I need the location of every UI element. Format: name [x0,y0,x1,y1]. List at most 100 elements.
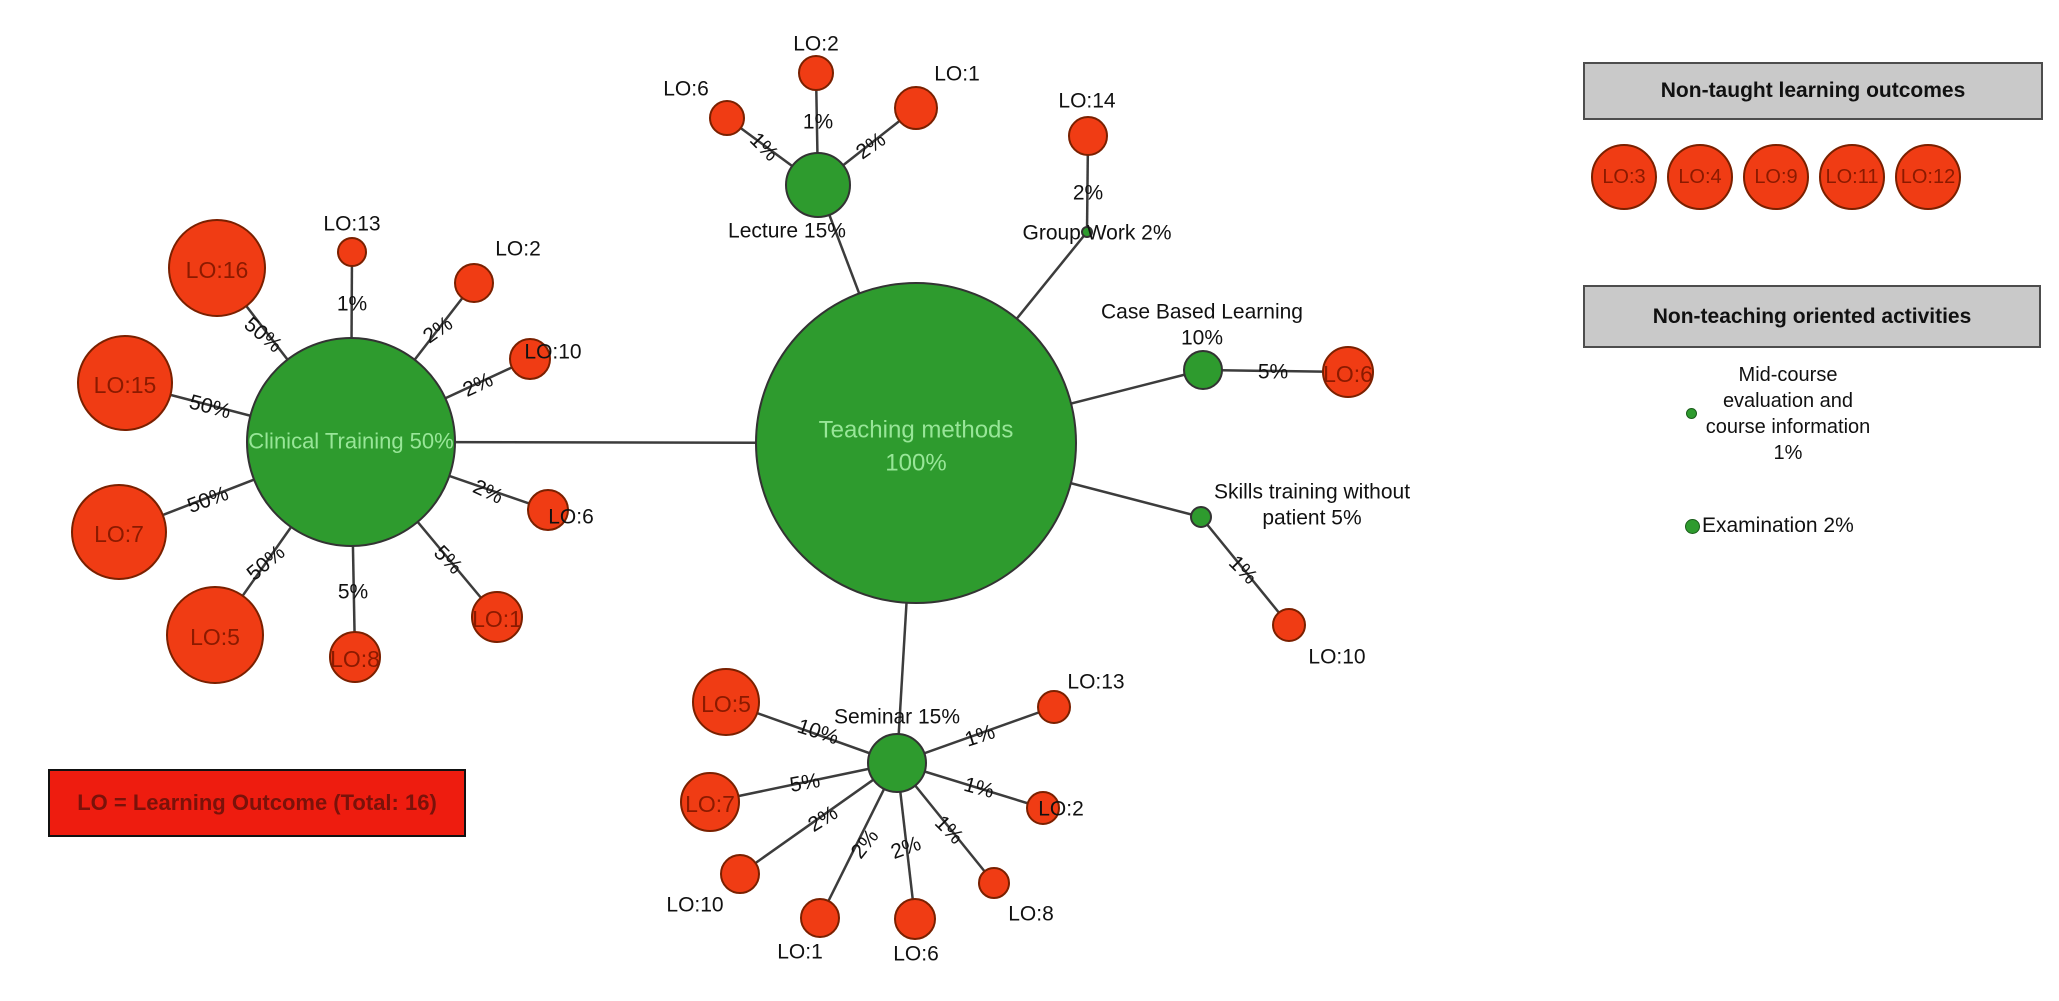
node-l2 [798,55,834,91]
examination-item: Examination 2% [1685,514,1854,538]
legend-non-taught-header: Non-taught learning outcomes [1660,79,1966,102]
node-l1 [894,86,938,130]
method-label-Group-Work-2-: Group Work 2% [1023,222,1172,245]
legend-non-taught-outcomes: LO:3 LO:4 LO:9 LO:11 LO:12 [1591,144,1961,210]
node-cb6 [1322,346,1374,398]
mid-course-line: Mid-course [1738,364,1838,386]
pct-label-2-: 2% [459,368,496,402]
node-c5 [166,586,264,684]
pct-label-1-: 1% [962,720,998,751]
node-seminar [867,733,927,793]
lo-label-LO-13: LO:13 [1067,671,1124,694]
pct-label-50-: 50% [187,390,234,423]
node-label-s7: LO:7 [685,791,735,817]
node-label-c8: LO:8 [330,646,380,672]
lo-label-LO-10: LO:10 [1308,646,1365,669]
pct-label-1-: 1% [337,293,367,316]
node-label-s5: LO:5 [701,691,751,717]
pct-label-1-: 1% [745,128,783,166]
mid-course-line: course information [1705,416,1871,438]
lo-label-LO-2: LO:2 [793,33,839,56]
node-l6 [709,100,745,136]
node-label-c7: LO:7 [94,521,144,547]
pct-label-2-: 2% [888,832,924,864]
node-label-cb6: LO:6 [1323,361,1373,387]
pct-label-2-: 2% [847,825,884,863]
node-clinical [246,337,456,547]
node-sk10 [1272,608,1306,642]
lo-label-LO-6: LO:6 [663,78,709,101]
lo-label-LO-2: LO:2 [495,238,541,261]
node-c10 [509,338,551,380]
node-label-c1: LO:1 [472,606,522,632]
lo-label-LO-8: LO:8 [1008,903,1054,926]
method-label-Case-Based-Learning: Case Based Learning [1101,301,1303,324]
node-c16 [168,219,266,317]
mid-course-line: 1% [1773,442,1803,464]
lo-note-box: LO = Learning Outcome (Total: 16) [48,769,466,837]
legend-non-taught-box: Non-taught learning outcomes [1583,62,2043,120]
pct-label-2-: 2% [469,475,506,509]
legend-non-teaching-box: Non-teaching oriented activities [1583,285,2041,348]
lo-label-LO-14: LO:14 [1058,90,1116,113]
lo-label-LO-2: LO:2 [1038,798,1084,821]
node-c8 [329,631,381,683]
node-s1 [800,898,840,938]
lo-label-LO-6: LO:6 [548,506,594,529]
node-label-c5: LO:5 [190,624,240,650]
node-sk [1190,506,1212,528]
pct-label-5-: 5% [788,769,822,797]
mid-course-item: Mid-course evaluation and course informa… [1648,362,1928,466]
method-label-Seminar-15-: Seminar 15% [834,706,960,729]
lo-label-LO-13: LO:13 [323,213,380,236]
node-g14 [1068,116,1108,156]
node-c1 [471,591,523,643]
lo-label-LO-1: LO:1 [777,941,823,964]
legend-outcome-LO12: LO:12 [1895,144,1961,210]
node-s7 [680,772,740,832]
method-label-Lecture-15-: Lecture 15% [728,220,846,243]
method-label-patient-5-: patient 5% [1262,507,1361,530]
mid-course-dot-icon [1686,408,1697,419]
node-s5 [692,668,760,736]
node-gw [1081,226,1093,238]
edge-seminar-s10 [739,761,898,876]
node-c13 [337,237,367,267]
node-hub [755,282,1077,604]
legend-outcome-LO11: LO:11 [1819,144,1885,210]
examination-label: Examination 2% [1702,514,1854,537]
edge-seminar-s7 [709,761,898,804]
method-label-10-: 10% [1181,327,1223,350]
lo-label-LO-6: LO:6 [893,943,939,966]
node-s2 [1026,791,1060,825]
node-c15 [77,335,173,431]
node-label-c15: LO:15 [94,372,157,398]
node-c7 [71,484,167,580]
lo-label-LO-10: LO:10 [524,341,581,364]
pct-label-50-: 50% [184,482,231,518]
pct-label-2-: 2% [419,312,457,348]
node-s6 [894,898,936,940]
node-s13 [1037,690,1071,724]
node-lecture [785,152,851,218]
edge-sk-sk10 [1200,516,1290,626]
hub1-label-100-: 100% [885,450,946,477]
hub1-label-Teaching-methods: Teaching methods [819,417,1014,444]
pct-label-1-: 1% [961,773,996,803]
pct-label-1-: 1% [803,111,833,134]
legend-outcome-LO3: LO:3 [1591,144,1657,210]
pct-label-2-: 2% [1073,182,1103,205]
hub2-label-Clinical-Training-50-: Clinical Training 50% [248,429,453,454]
mid-course-line: evaluation and [1722,390,1854,412]
examination-dot-icon [1685,518,1700,534]
legend-outcome-LO4: LO:4 [1667,144,1733,210]
node-c2 [454,263,494,303]
pct-label-5-: 5% [338,581,368,604]
pct-label-50-: 50% [243,541,290,586]
node-s10 [720,854,760,894]
lo-label-LO-10: LO:10 [666,894,723,917]
method-label-Skills-training-without: Skills training without [1214,481,1410,504]
node-label-c16: LO:16 [186,257,249,283]
